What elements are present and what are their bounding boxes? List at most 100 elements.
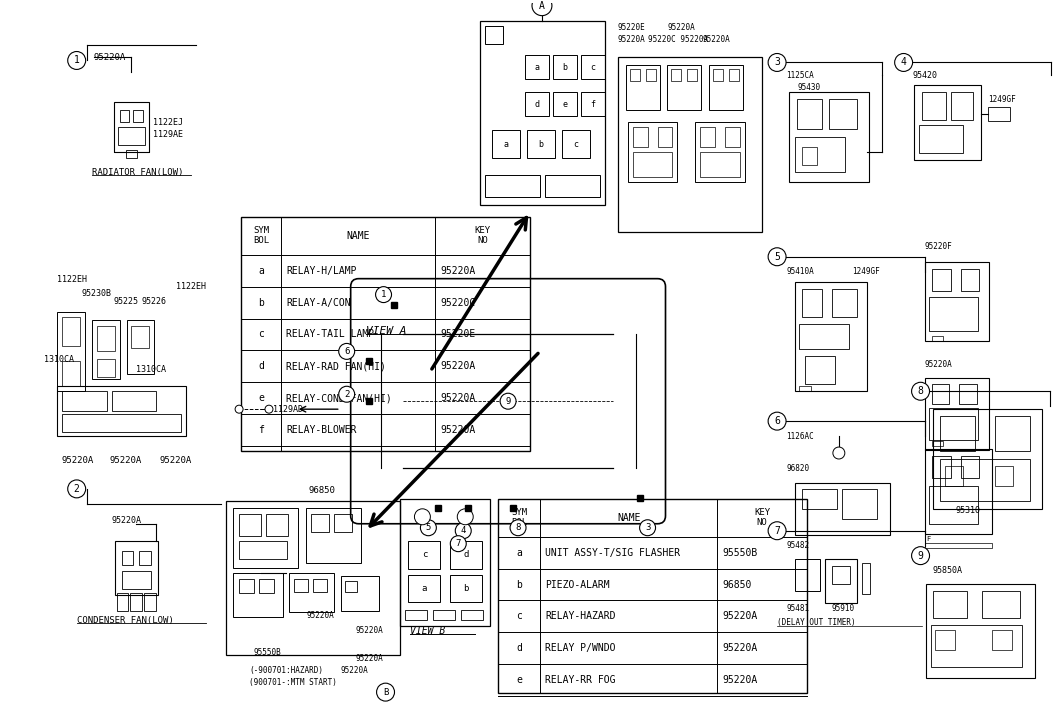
Text: SYM
BOL: SYM BOL	[511, 508, 527, 527]
Bar	[145, 593, 156, 611]
Bar	[461, 611, 484, 620]
Bar	[802, 147, 817, 165]
Bar	[134, 111, 144, 122]
Circle shape	[833, 447, 845, 459]
Bar	[289, 573, 334, 612]
Bar	[995, 466, 1013, 486]
Text: 95220A: 95220A	[722, 643, 758, 654]
Text: 2: 2	[73, 484, 80, 494]
Text: 6: 6	[774, 416, 780, 426]
Circle shape	[339, 386, 355, 402]
Bar	[527, 130, 555, 158]
Bar	[56, 386, 186, 436]
Bar	[928, 297, 978, 332]
Text: B: B	[383, 688, 388, 696]
Text: 7: 7	[774, 526, 780, 536]
Bar	[941, 416, 976, 451]
Bar	[525, 92, 549, 116]
Circle shape	[769, 54, 786, 71]
Text: RELAY-TAIL LAMP: RELAY-TAIL LAMP	[286, 329, 374, 340]
Text: RELAY-HAZARD: RELAY-HAZARD	[545, 611, 615, 622]
Bar	[695, 122, 745, 182]
Bar	[729, 70, 739, 81]
Text: 2: 2	[344, 390, 350, 398]
Bar	[553, 92, 577, 116]
Text: a: a	[258, 265, 264, 276]
Bar	[226, 501, 401, 655]
Text: 96850: 96850	[722, 579, 752, 590]
Bar	[233, 573, 283, 617]
Bar	[935, 630, 956, 650]
Bar	[451, 574, 483, 603]
Bar	[795, 483, 890, 535]
Bar	[961, 456, 979, 478]
Bar	[62, 391, 106, 411]
Circle shape	[500, 393, 516, 409]
Bar	[982, 590, 1020, 619]
Circle shape	[510, 520, 526, 536]
Text: 95226: 95226	[141, 297, 167, 306]
Text: d: d	[463, 550, 469, 559]
Bar	[632, 152, 673, 177]
Text: d: d	[258, 361, 264, 371]
Bar	[408, 541, 440, 569]
Bar	[121, 550, 134, 565]
Bar	[701, 127, 715, 147]
Text: (900701-:MTM START): (900701-:MTM START)	[249, 678, 337, 687]
Text: 1125CA: 1125CA	[786, 71, 814, 80]
Text: d: d	[535, 100, 540, 109]
Bar	[918, 125, 963, 153]
Text: 96850: 96850	[309, 486, 336, 495]
Bar	[931, 456, 951, 478]
Text: RELAY-RAD FAN(HI): RELAY-RAD FAN(HI)	[286, 361, 386, 371]
Text: f: f	[590, 100, 595, 109]
Text: 3: 3	[774, 57, 780, 68]
Bar	[239, 514, 261, 536]
Bar	[629, 70, 640, 81]
Circle shape	[457, 509, 473, 525]
Circle shape	[375, 286, 391, 302]
Bar	[832, 289, 857, 316]
Text: RELAY-A/CON: RELAY-A/CON	[286, 297, 351, 308]
Bar	[97, 326, 115, 351]
Bar	[627, 122, 677, 182]
Bar	[334, 514, 352, 531]
Bar	[233, 508, 298, 568]
Text: 7: 7	[456, 539, 461, 548]
Bar	[293, 579, 308, 593]
Text: 9: 9	[505, 397, 511, 406]
Text: 1122EJ: 1122EJ	[153, 118, 184, 126]
Text: KEY
NO: KEY NO	[754, 508, 771, 527]
Text: 95220A: 95220A	[440, 393, 475, 403]
Text: CONDENSER FAN(LOW): CONDENSER FAN(LOW)	[77, 616, 173, 625]
Text: d: d	[517, 643, 522, 654]
Bar	[825, 558, 857, 603]
Bar	[545, 175, 600, 197]
Bar	[995, 416, 1030, 451]
Text: 1249GF: 1249GF	[989, 95, 1016, 104]
Bar	[842, 489, 877, 519]
Text: 6: 6	[344, 347, 350, 356]
Bar	[62, 316, 80, 346]
Text: 95220A: 95220A	[356, 626, 384, 635]
Text: 1: 1	[381, 290, 386, 299]
Bar	[932, 409, 1042, 509]
Bar	[580, 55, 605, 79]
Text: e: e	[258, 393, 264, 403]
Bar	[408, 574, 440, 603]
Text: 95220A: 95220A	[722, 611, 758, 622]
Text: b: b	[258, 297, 264, 308]
Text: RELAY-BLOWER: RELAY-BLOWER	[286, 425, 356, 435]
Text: 1: 1	[73, 55, 80, 65]
Bar	[139, 550, 151, 565]
Bar	[925, 449, 992, 534]
Text: 96820: 96820	[786, 465, 809, 473]
Bar	[925, 262, 990, 342]
Circle shape	[265, 405, 273, 413]
Text: b: b	[539, 140, 543, 148]
Bar	[795, 137, 845, 172]
Text: 4: 4	[900, 57, 907, 68]
Bar	[451, 541, 483, 569]
Bar	[56, 312, 85, 391]
Bar	[117, 593, 129, 611]
